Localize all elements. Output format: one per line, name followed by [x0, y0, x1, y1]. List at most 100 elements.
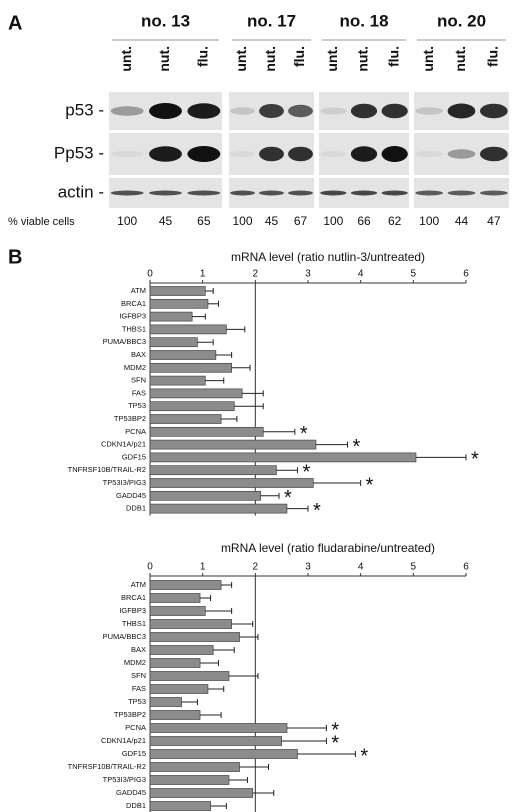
bar: [150, 750, 297, 759]
blot-band: [448, 149, 476, 159]
viable-value: 45: [159, 214, 173, 228]
bar: [150, 594, 200, 603]
category-label: DDB1: [126, 504, 146, 513]
category-label: IGFBP3: [119, 312, 146, 321]
category-label: TP53I3/PIG3: [103, 775, 146, 784]
bar: [150, 402, 234, 411]
blot-band: [415, 191, 443, 196]
group-header: no. 17: [247, 11, 296, 30]
blot-band: [111, 151, 144, 158]
blot-band: [480, 104, 508, 119]
viable-value: 44: [455, 214, 469, 228]
blot-band: [480, 191, 508, 196]
lane-label: nut.: [156, 46, 172, 72]
viable-value: 100: [117, 214, 137, 228]
significance-marker: *: [366, 474, 374, 496]
viable-value: 100: [232, 214, 252, 228]
lane-label: flu.: [485, 46, 501, 67]
significance-marker: *: [331, 732, 339, 754]
lane-label: nut.: [262, 46, 278, 72]
category-label: GADD45: [116, 788, 146, 797]
chart-title: mRNA level (ratio nutlin-3/untreated): [231, 250, 425, 264]
bar: [150, 389, 242, 398]
category-label: TNFRSF10B/TRAIL-R2: [68, 465, 146, 474]
category-label: ATM: [131, 286, 146, 295]
blot-band: [382, 146, 408, 162]
blot-band: [415, 151, 443, 158]
significance-marker: *: [471, 449, 479, 471]
category-label: GDF15: [122, 749, 146, 758]
x-tick-label: 1: [200, 269, 206, 280]
category-label: IGFBP3: [119, 606, 146, 615]
blot-band: [415, 107, 443, 115]
blot-band: [351, 146, 377, 162]
bar: [150, 325, 226, 334]
bar: [150, 415, 221, 424]
blot-band: [351, 191, 377, 196]
category-label: GDF15: [122, 452, 146, 461]
x-tick-label: 0: [147, 562, 153, 573]
bar: [150, 338, 197, 347]
category-label: DDB1: [126, 801, 146, 810]
category-label: MDM2: [124, 658, 146, 667]
viable-value: 67: [294, 214, 308, 228]
row-label: actin -: [58, 182, 104, 201]
viable-value: 45: [265, 214, 279, 228]
lane-label: unt.: [324, 46, 340, 72]
category-label: TP53: [128, 697, 146, 706]
blot-band: [187, 146, 220, 162]
lane-label: nut.: [452, 46, 468, 72]
viable-value: 65: [197, 214, 211, 228]
category-label: TP53BP2: [114, 710, 146, 719]
bar: [150, 698, 182, 707]
bar: [150, 737, 282, 746]
bar: [150, 724, 287, 733]
category-label: TNFRSF10B/TRAIL-R2: [68, 762, 146, 771]
bar: [150, 802, 211, 811]
row-label: Pp53 -: [54, 143, 104, 162]
category-label: BAX: [131, 645, 146, 654]
viable-value: 62: [388, 214, 402, 228]
group-header: no. 18: [339, 11, 388, 30]
blot-band: [259, 147, 284, 162]
bar: [150, 312, 192, 321]
bar: [150, 711, 200, 720]
significance-marker: *: [313, 500, 321, 522]
bar: [150, 299, 208, 308]
category-label: PCNA: [125, 427, 146, 436]
panel-label: B: [8, 246, 22, 268]
blot-band: [259, 104, 284, 118]
category-label: ATM: [131, 580, 146, 589]
bar: [150, 776, 229, 785]
lane-label: unt.: [233, 46, 249, 72]
bar: [150, 685, 208, 694]
category-label: BAX: [131, 350, 146, 359]
bar: [150, 633, 240, 642]
category-label: FAS: [132, 388, 146, 397]
x-tick-label: 1: [200, 562, 206, 573]
bar: [150, 453, 416, 462]
bar: [150, 504, 287, 513]
blot-band: [320, 191, 346, 196]
category-label: FAS: [132, 684, 146, 693]
x-tick-label: 0: [147, 269, 153, 280]
category-label: TP53: [128, 401, 146, 410]
blot-band: [288, 105, 313, 118]
x-tick-label: 6: [463, 269, 469, 280]
blot-band: [230, 151, 255, 158]
significance-marker: *: [360, 745, 368, 767]
lane-label: flu.: [385, 46, 401, 67]
bar: [150, 427, 263, 436]
category-label: PUMA/BBC3: [103, 337, 146, 346]
bar: [150, 581, 221, 590]
group-header: no. 20: [437, 11, 486, 30]
bar: [150, 491, 261, 500]
category-label: PUMA/BBC3: [103, 632, 146, 641]
category-label: TP53I3/PIG3: [103, 478, 146, 487]
bar: [150, 351, 216, 360]
group-header: no. 13: [141, 11, 190, 30]
row-label: p53 -: [65, 100, 104, 119]
blot-band: [230, 107, 255, 115]
blot-band: [480, 147, 508, 162]
viable-value: 66: [357, 214, 371, 228]
